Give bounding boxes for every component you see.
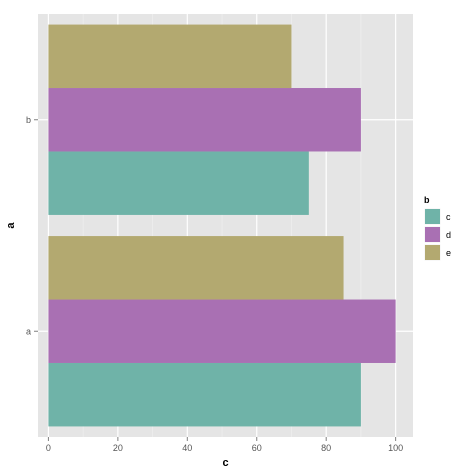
- legend-swatch-d: [425, 227, 440, 242]
- x-tick-label: 40: [182, 443, 192, 453]
- y-axis-title: a: [5, 222, 17, 229]
- legend-swatch-c: [425, 209, 440, 224]
- bar-b-d: [48, 88, 361, 152]
- bar-a-c: [48, 362, 361, 427]
- x-tick-label: 0: [46, 443, 51, 453]
- bars: [48, 24, 396, 427]
- bar-a-d: [48, 299, 396, 363]
- x-axis: 0 20 40 60 80 100: [46, 437, 403, 453]
- bar-a-e: [48, 236, 344, 300]
- y-axis: ab: [26, 115, 38, 336]
- legend-title: b: [424, 195, 430, 205]
- bar-b-e: [48, 24, 292, 89]
- legend-label-c: c: [446, 212, 451, 222]
- x-tick-label: 100: [388, 443, 403, 453]
- y-tick-label: b: [26, 115, 31, 125]
- legend-label-d: d: [446, 230, 451, 240]
- x-tick-label: 20: [113, 443, 123, 453]
- legend: b cde: [423, 195, 451, 262]
- x-axis-title: c: [222, 457, 228, 469]
- x-tick-label: 80: [321, 443, 331, 453]
- legend-swatch-e: [425, 245, 440, 260]
- bar-b-c: [48, 151, 309, 215]
- x-tick-label: 60: [252, 443, 262, 453]
- y-tick-label: a: [26, 326, 31, 336]
- legend-label-e: e: [446, 248, 451, 258]
